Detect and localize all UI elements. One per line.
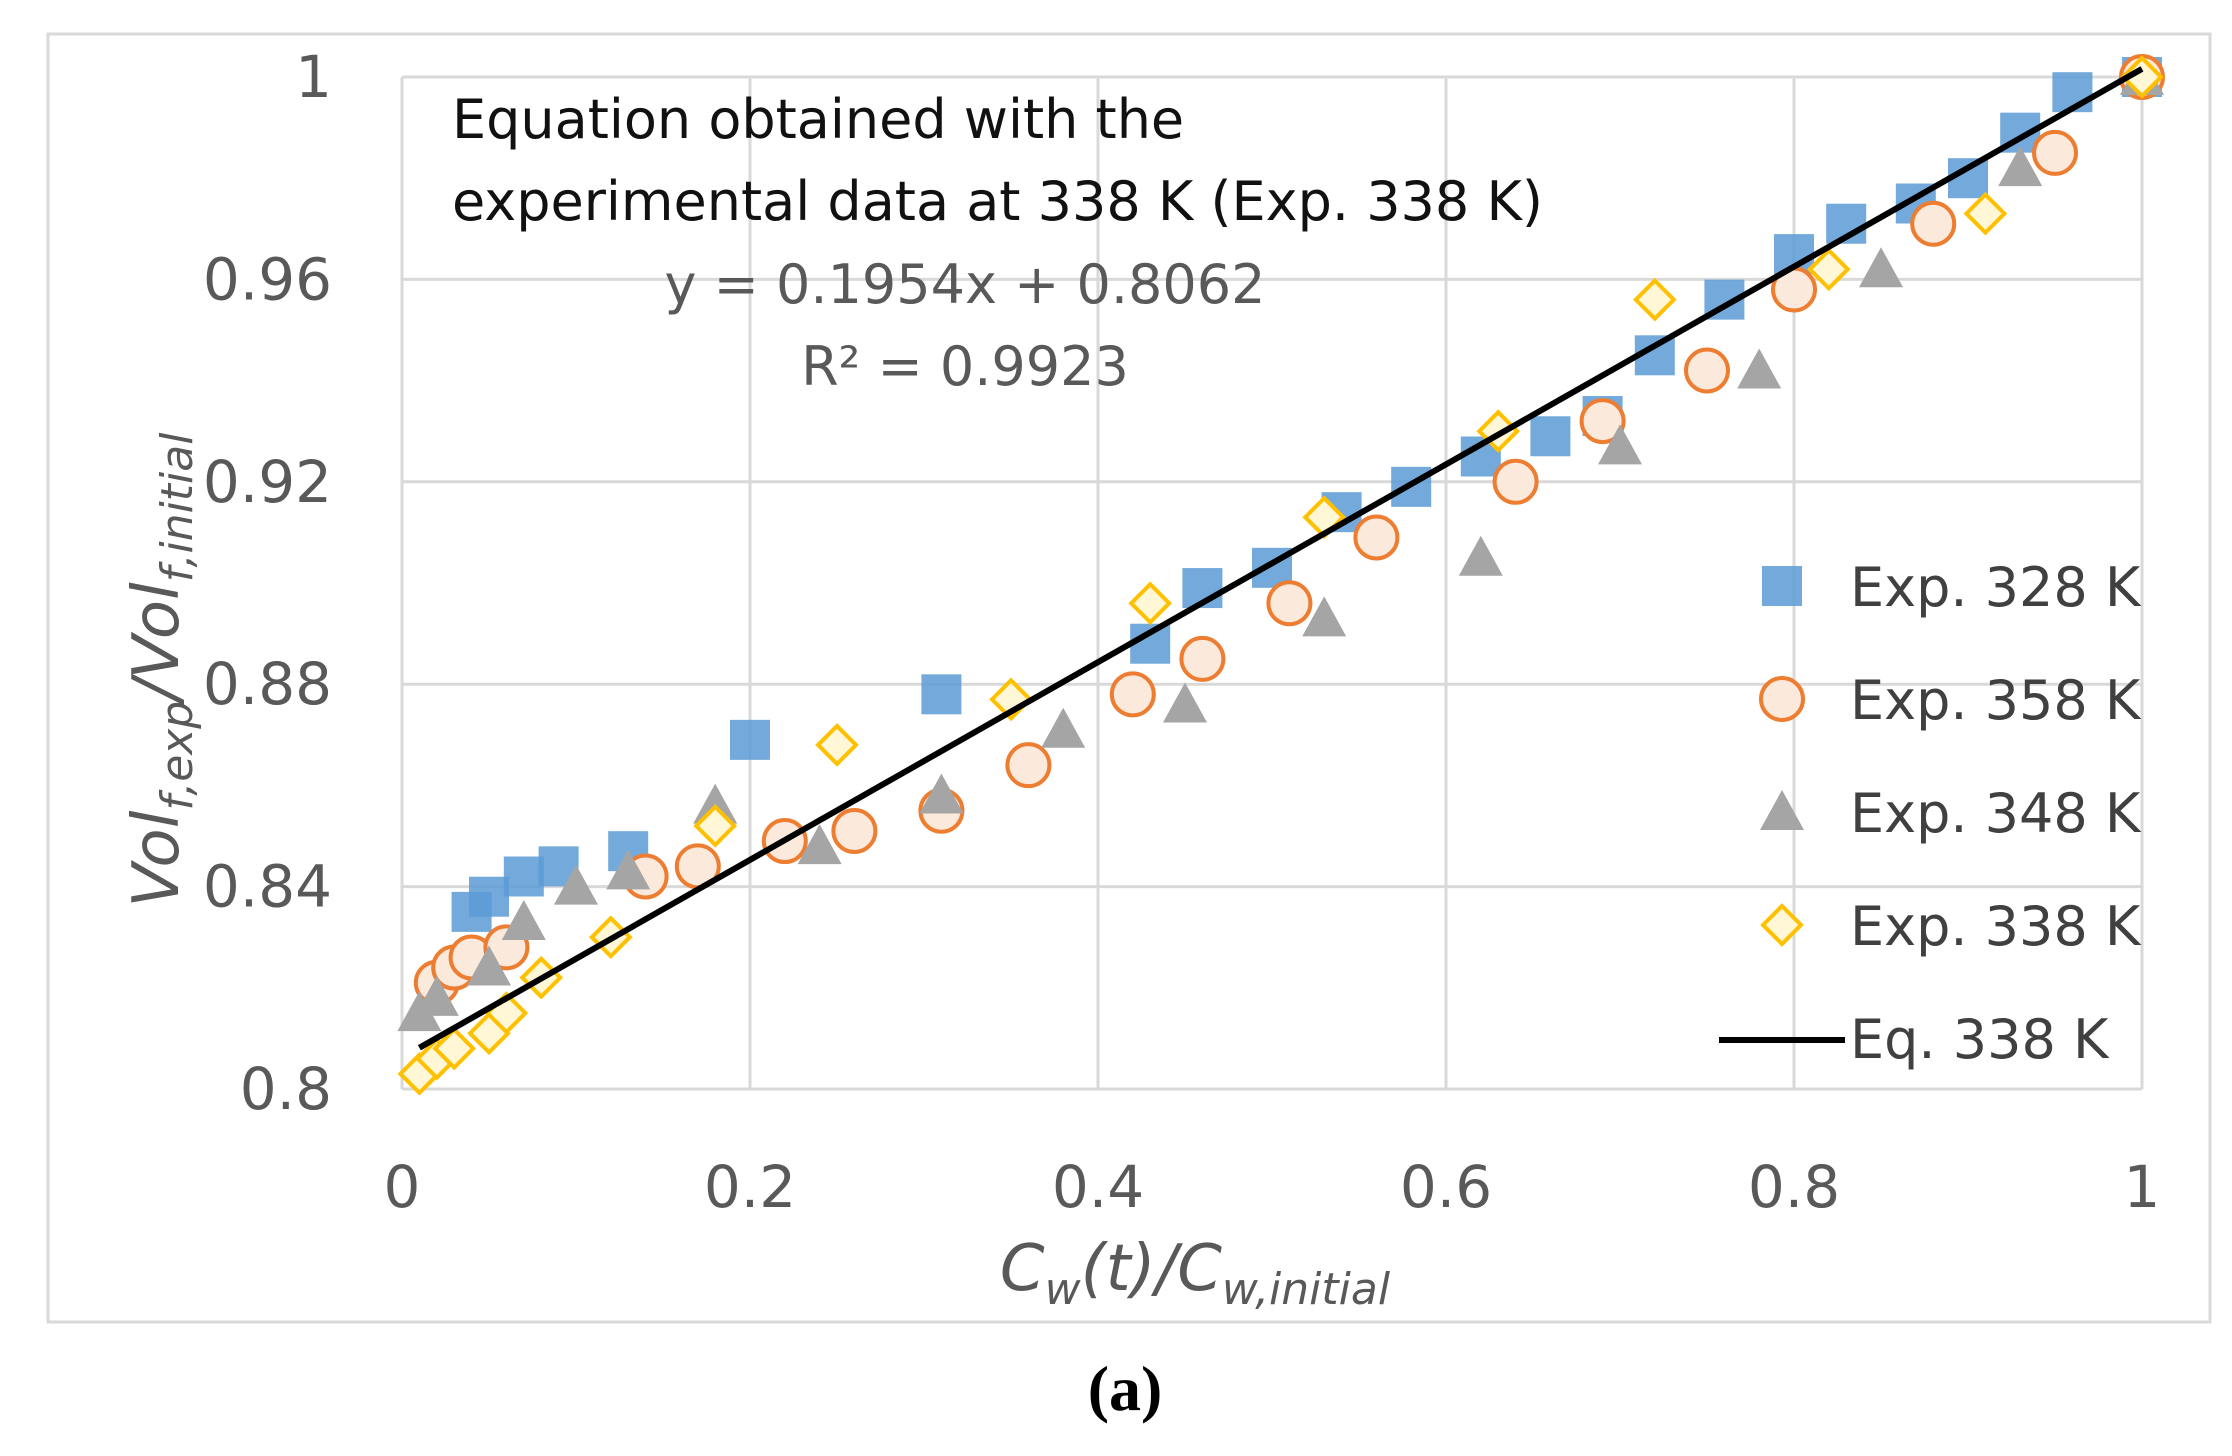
point-circle — [1179, 635, 1226, 682]
legend-label: Exp. 338 K — [1850, 895, 2142, 958]
x-axis-title-part: (t)/C — [1081, 1232, 1223, 1306]
x-tick-label: 0.4 — [1052, 1153, 1144, 1221]
figure-caption: (a) — [1088, 1353, 1163, 1424]
x-tick-label: 0.8 — [1748, 1153, 1840, 1221]
point-diamond — [432, 1026, 477, 1071]
point-triangle — [1041, 707, 1086, 748]
legend-swatch-triangle — [1760, 790, 1804, 830]
point-circle — [1579, 398, 1626, 445]
point-circle — [1005, 742, 1052, 789]
y-tick-label: 0.8 — [240, 1055, 332, 1123]
legend-swatch-diamond — [1760, 903, 1804, 947]
point-circle — [1353, 514, 1400, 561]
point-triangle — [501, 900, 546, 941]
point-triangle — [1598, 424, 1642, 465]
y-axis-title-sub: f,exp — [152, 701, 203, 811]
annotation-line-1: Equation obtained with the — [452, 88, 1184, 151]
point-circle — [1910, 200, 1957, 247]
y-axis-title-sub: f,initial — [152, 432, 203, 582]
y-tick-label: 1 — [295, 43, 332, 111]
x-axis-title: Cw(t)/Cw,initial — [1000, 1232, 1391, 1315]
point-triangle — [797, 824, 842, 865]
point-triangle — [467, 945, 511, 986]
legend: Exp. 328 K Exp. 358 K Exp. 348 K Exp. 338 K… — [1719, 556, 2142, 1071]
point-square — [503, 856, 544, 897]
point-circle — [1684, 347, 1730, 394]
point-triangle — [1998, 146, 2043, 187]
point-triangle — [1302, 596, 1347, 637]
x-tick-label: 1 — [2124, 1153, 2161, 1221]
data-marks — [397, 54, 2165, 1096]
x-tick-label: 0 — [384, 1153, 421, 1221]
y-axis-title-part: /Vol — [120, 582, 194, 706]
point-triangle — [606, 849, 651, 890]
point-circle — [1109, 671, 1156, 718]
y-tick-labels: 0.8 0.84 0.88 0.92 0.96 1 — [203, 43, 332, 1123]
x-axis-title-sub: w,initial — [1222, 1264, 1391, 1315]
legend-swatch-square — [1762, 566, 1802, 606]
trendline-equation: y = 0.1954x + 0.8062 — [665, 253, 1266, 316]
point-square — [921, 674, 962, 715]
trendline-r-squared: R² = 0.9923 — [801, 335, 1129, 398]
point-diamond — [2120, 55, 2164, 99]
legend-label: Exp. 358 K — [1850, 669, 2142, 732]
point-circle — [1266, 580, 1313, 627]
legend-label: Exp. 328 K — [1850, 556, 2142, 619]
point-square — [730, 719, 770, 760]
y-tick-label: 0.84 — [203, 853, 332, 921]
legend-label: Exp. 348 K — [1850, 782, 2142, 845]
point-diamond — [1128, 581, 1173, 626]
x-axis-title-part: C — [1000, 1232, 1045, 1306]
y-tick-label: 0.92 — [203, 448, 332, 516]
point-triangle — [919, 773, 964, 814]
point-square — [469, 876, 509, 917]
legend-swatch-circle — [1759, 676, 1805, 722]
x-tick-label: 0.2 — [704, 1153, 796, 1221]
x-tick-labels: 0 0.2 0.4 0.6 0.8 1 — [384, 1153, 2161, 1221]
point-diamond — [1963, 191, 2008, 236]
point-triangle — [554, 864, 598, 905]
y-tick-label: 0.88 — [203, 650, 332, 718]
x-tick-label: 0.6 — [1400, 1153, 1492, 1221]
y-axis-title: Volf,exp/Volf,initial — [120, 432, 203, 908]
point-circle — [1492, 458, 1539, 505]
point-triangle — [1737, 348, 1782, 389]
point-triangle — [1458, 535, 1503, 576]
point-diamond — [815, 723, 859, 767]
point-diamond — [1632, 277, 1677, 322]
point-square — [1530, 416, 1571, 457]
annotation-line-2: experimental data at 338 K (Exp. 338 K) — [452, 170, 1543, 233]
point-circle — [831, 807, 878, 854]
point-diamond — [1806, 247, 1851, 292]
legend-label: Eq. 338 K — [1850, 1008, 2110, 1071]
point-triangle — [414, 975, 459, 1016]
point-triangle — [1163, 682, 1207, 723]
point-circle — [2032, 129, 2078, 176]
point-triangle — [1859, 247, 1903, 288]
y-tick-label: 0.96 — [203, 245, 332, 313]
trendline — [417, 66, 2144, 1051]
point-diamond — [693, 804, 738, 848]
x-axis-title-sub: w — [1045, 1264, 1082, 1315]
y-axis-title-part: Vol — [120, 810, 194, 907]
point-triangle — [693, 783, 738, 824]
